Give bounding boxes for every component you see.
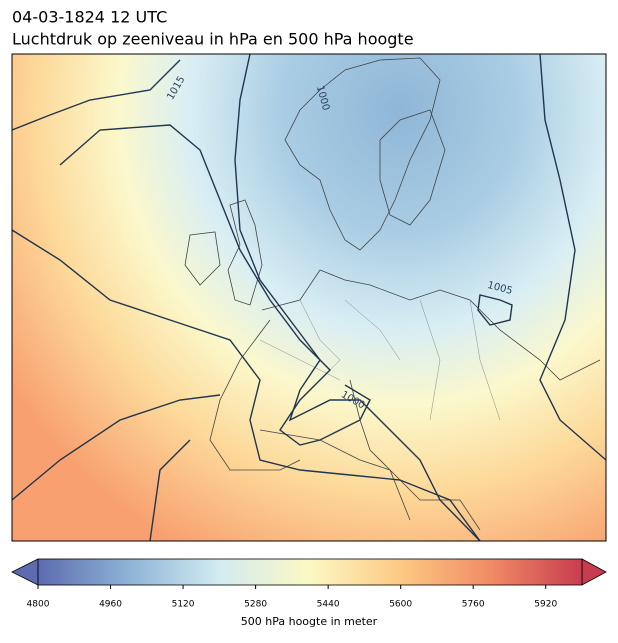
colorbar-tick-label: 5600 [389,600,412,610]
isobar [539,54,606,461]
colorbar-tick-label: 5440 [317,600,340,610]
map [12,54,606,541]
map-frame [11,53,607,542]
colorbar-label: 500 hPa hoogte in meter [241,615,378,628]
subtitle: Luchtdruk op zeeniveau in hPa en 500 hPa… [12,30,414,49]
isobar [12,59,371,446]
colorbar-tick-label: 5120 [172,600,195,610]
isobar [234,54,481,541]
title: 04-03-1824 12 UTC [12,8,167,27]
isobar [12,394,221,501]
coastline [184,57,601,531]
borders [259,299,501,421]
colorbar-tick-label: 4960 [99,600,122,610]
colorbar-tick-label: 5760 [462,600,485,610]
isobar [12,229,481,541]
height-field [12,54,606,541]
colorbar-tick-label: 4800 [27,600,50,610]
colorbar-body [37,558,583,586]
isobar [477,294,513,326]
colorbar-extend-max [581,558,607,586]
colorbar-extend-min [11,558,39,586]
colorbar-tick-label: 5920 [534,600,557,610]
colorbar: 4800 4960 5120 5280 5440 5600 5760 5920 [11,558,607,610]
colorbar-tick-label: 5280 [244,600,267,610]
